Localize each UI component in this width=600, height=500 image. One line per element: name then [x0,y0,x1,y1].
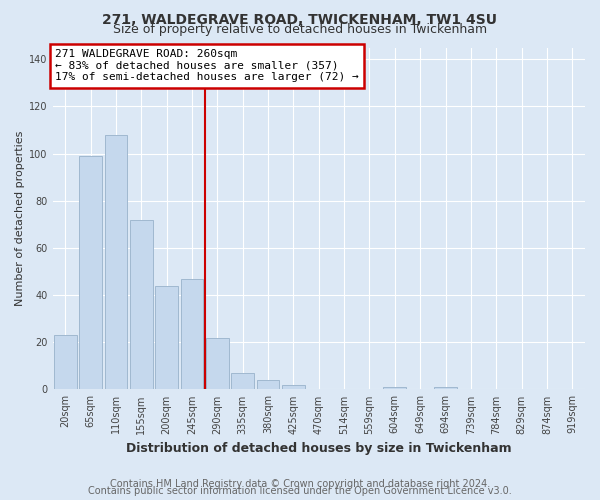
Text: 271 WALDEGRAVE ROAD: 260sqm
← 83% of detached houses are smaller (357)
17% of se: 271 WALDEGRAVE ROAD: 260sqm ← 83% of det… [55,49,359,82]
Y-axis label: Number of detached properties: Number of detached properties [15,131,25,306]
Bar [434,387,457,390]
Text: Size of property relative to detached houses in Twickenham: Size of property relative to detached ho… [113,22,487,36]
X-axis label: Distribution of detached houses by size in Twickenham: Distribution of detached houses by size … [126,442,512,455]
Bar [79,156,102,390]
Bar [104,135,127,390]
Text: Contains public sector information licensed under the Open Government Licence v3: Contains public sector information licen… [88,486,512,496]
Bar [282,384,305,390]
Bar [231,373,254,390]
Bar [383,387,406,390]
Bar [257,380,280,390]
Bar [181,278,203,390]
Bar [206,338,229,390]
Text: Contains HM Land Registry data © Crown copyright and database right 2024.: Contains HM Land Registry data © Crown c… [110,479,490,489]
Bar [54,335,77,390]
Bar [130,220,152,390]
Bar [155,286,178,390]
Text: 271, WALDEGRAVE ROAD, TWICKENHAM, TW1 4SU: 271, WALDEGRAVE ROAD, TWICKENHAM, TW1 4S… [103,12,497,26]
